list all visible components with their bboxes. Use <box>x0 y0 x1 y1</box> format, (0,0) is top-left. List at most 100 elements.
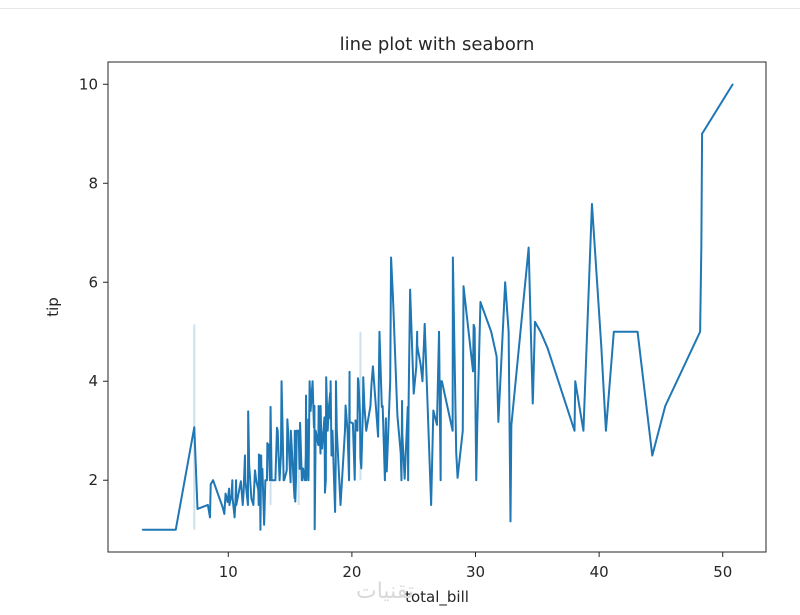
data-point-109 <box>328 405 330 407</box>
data-point-137 <box>362 405 364 407</box>
data-point-67 <box>290 429 292 432</box>
data-point-94 <box>313 528 316 531</box>
data-point-185 <box>462 285 465 288</box>
data-point-196 <box>507 330 510 333</box>
data-point-127 <box>352 422 354 425</box>
data-point-27 <box>247 410 249 413</box>
data-point-139 <box>363 405 366 407</box>
data-point-75 <box>299 422 301 424</box>
data-point-68 <box>293 497 296 499</box>
data-point-172 <box>430 504 432 506</box>
data-point-116 <box>334 511 336 513</box>
data-point-173 <box>432 409 435 412</box>
data-point-175 <box>436 423 438 426</box>
data-point-19 <box>235 479 237 482</box>
data-point-119 <box>336 429 338 432</box>
data-point-57 <box>278 479 281 482</box>
data-point-218 <box>731 83 734 86</box>
data-point-171 <box>423 323 426 325</box>
data-point-161 <box>406 406 409 408</box>
data-point-198 <box>510 424 513 427</box>
data-point-104 <box>324 462 326 465</box>
data-point-123 <box>346 429 349 432</box>
data-point-25 <box>244 479 247 482</box>
data-point-26 <box>247 504 249 506</box>
data-point-32 <box>255 479 258 482</box>
y-tick-label: 10 <box>79 75 98 93</box>
data-point-141 <box>369 405 372 407</box>
data-point-154 <box>392 298 394 301</box>
y-axis-label: tip <box>44 297 62 317</box>
data-point-52 <box>270 479 273 482</box>
data-point-176 <box>438 330 440 333</box>
data-point-108 <box>326 429 329 432</box>
data-point-144 <box>377 435 379 438</box>
data-point-158 <box>401 400 403 402</box>
data-point-71 <box>295 478 297 481</box>
data-point-124 <box>348 479 350 482</box>
data-point-213 <box>651 454 654 457</box>
data-point-28 <box>248 464 250 466</box>
data-point-66 <box>289 481 292 484</box>
data-point-96 <box>317 442 319 445</box>
data-point-18 <box>234 498 237 501</box>
data-point-51 <box>269 406 272 408</box>
data-point-48 <box>268 443 270 446</box>
data-point-70 <box>294 500 297 503</box>
data-point-156 <box>399 452 402 454</box>
data-point-206 <box>574 380 577 383</box>
data-point-61 <box>283 479 285 482</box>
data-point-63 <box>286 418 289 421</box>
data-point-136 <box>360 467 363 470</box>
data-point-84 <box>306 454 309 457</box>
data-point-202 <box>534 321 536 323</box>
y-tick-label: 8 <box>88 174 98 192</box>
data-point-64 <box>287 428 289 431</box>
data-point-183 <box>456 476 459 479</box>
data-point-4 <box>207 504 209 506</box>
data-point-58 <box>280 454 282 457</box>
data-point-182 <box>455 451 458 454</box>
data-point-193 <box>495 355 498 358</box>
data-point-167 <box>416 330 418 333</box>
data-point-181 <box>452 256 454 259</box>
axes-frame <box>107 61 767 553</box>
data-point-23 <box>242 491 245 493</box>
data-point-20 <box>235 504 238 506</box>
data-point-77 <box>301 477 303 480</box>
data-point-126 <box>348 421 351 423</box>
data-point-36 <box>258 454 261 457</box>
data-point-152 <box>389 380 392 383</box>
data-point-16 <box>231 496 234 498</box>
data-point-191 <box>479 301 482 303</box>
data-point-147 <box>381 405 384 407</box>
data-point-45 <box>266 479 268 482</box>
data-point-29 <box>250 497 253 500</box>
data-point-21 <box>240 480 242 483</box>
x-tick-label: 20 <box>342 563 361 581</box>
data-point-105 <box>324 491 326 494</box>
data-point-65 <box>289 474 292 477</box>
data-point-100 <box>319 405 322 407</box>
data-point-38 <box>260 454 262 457</box>
data-point-9 <box>223 513 226 515</box>
data-point-132 <box>357 377 359 380</box>
data-point-13 <box>228 504 231 506</box>
data-point-41 <box>261 468 264 470</box>
data-point-179 <box>441 380 443 383</box>
data-point-90 <box>309 410 312 412</box>
data-point-22 <box>241 504 244 506</box>
data-point-2 <box>193 426 196 429</box>
data-point-107 <box>325 376 327 379</box>
watermark: تقنيات <box>356 579 414 604</box>
data-point-217 <box>701 132 703 135</box>
data-point-118 <box>335 380 337 383</box>
data-point-215 <box>699 330 701 333</box>
data-point-14 <box>230 493 233 496</box>
data-point-113 <box>329 392 332 394</box>
data-point-46 <box>266 442 269 444</box>
data-point-163 <box>407 399 410 402</box>
data-point-142 <box>370 384 373 387</box>
data-points <box>141 83 734 531</box>
data-point-69 <box>293 429 296 432</box>
